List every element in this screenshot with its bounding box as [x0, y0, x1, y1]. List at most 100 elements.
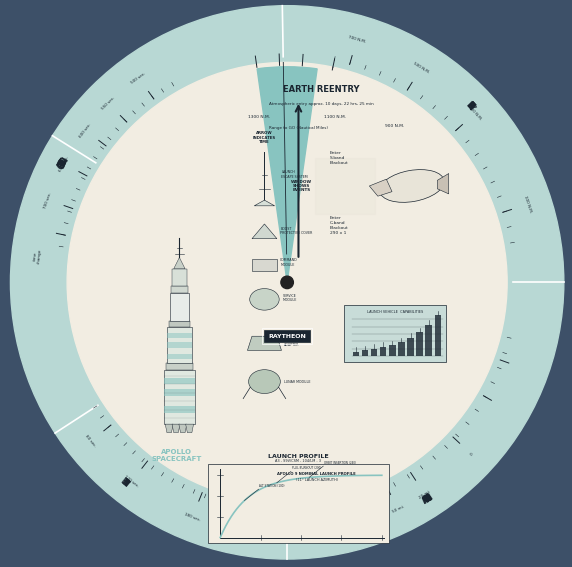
Polygon shape: [165, 424, 173, 433]
Text: ADAPTER: ADAPTER: [284, 342, 299, 347]
Bar: [407, 338, 414, 356]
Text: D: D: [420, 490, 430, 501]
Ellipse shape: [250, 289, 279, 310]
Bar: [169, 321, 190, 327]
Text: Y: Y: [466, 101, 476, 112]
Bar: [164, 406, 195, 413]
Text: 1100 N.M.: 1100 N.M.: [324, 115, 347, 119]
Text: I: I: [58, 160, 67, 167]
Text: ORBIT INSERTION (240): ORBIT INSERTION (240): [324, 461, 356, 465]
Bar: [416, 332, 423, 356]
Text: APOLLO 9 NOMINAL LAUNCH PROFILE: APOLLO 9 NOMINAL LAUNCH PROFILE: [277, 472, 356, 476]
Text: R: R: [465, 101, 476, 112]
Text: B: B: [57, 160, 67, 170]
Text: Atmospheric entry approx. 10 days, 22 hrs, 25 min: Atmospheric entry approx. 10 days, 22 hr…: [269, 101, 374, 106]
Text: T: T: [465, 101, 475, 111]
Text: A: A: [421, 489, 431, 500]
Text: 500 sec.: 500 sec.: [130, 71, 146, 84]
Text: S: S: [421, 490, 431, 501]
Bar: [371, 349, 378, 356]
Text: LAUNCH
ESCAPE SYSTEM: LAUNCH ESCAPE SYSTEM: [281, 171, 308, 179]
Text: N: N: [464, 100, 475, 111]
Text: A: A: [122, 475, 133, 485]
Text: 80 sec.: 80 sec.: [223, 523, 238, 527]
Bar: [171, 286, 188, 293]
Bar: [167, 327, 192, 363]
Bar: [167, 354, 192, 359]
Polygon shape: [438, 174, 448, 194]
Text: 300 N.M.: 300 N.M.: [467, 105, 483, 121]
Circle shape: [10, 6, 564, 559]
Text: Enter
C-band
Blackout
290 x 1: Enter C-band Blackout 290 x 1: [329, 217, 348, 235]
Text: ALT STATION (100): ALT STATION (100): [259, 484, 285, 488]
Ellipse shape: [249, 370, 280, 393]
Text: 120 sec.: 120 sec.: [124, 475, 140, 489]
Text: BOOST
PROTECTIVE COVER: BOOST PROTECTIVE COVER: [280, 227, 312, 235]
Text: I: I: [59, 158, 69, 165]
Polygon shape: [252, 224, 277, 239]
Text: P: P: [422, 489, 432, 500]
Text: E: E: [464, 100, 474, 111]
Polygon shape: [172, 424, 180, 433]
Bar: [362, 350, 368, 356]
Text: FUEL BURNOUT (200): FUEL BURNOUT (200): [292, 466, 321, 470]
Text: EARTH REENTRY: EARTH REENTRY: [283, 85, 359, 94]
Text: A3 - S9V/CSM - 104/LM - 3: A3 - S9V/CSM - 104/LM - 3: [276, 459, 321, 463]
Bar: [170, 293, 189, 321]
Text: R: R: [464, 100, 474, 111]
Text: I: I: [57, 161, 67, 168]
Text: 80 sec.: 80 sec.: [85, 434, 97, 448]
Bar: [264, 330, 311, 342]
Text: SERVICE
MODULE: SERVICE MODULE: [283, 294, 297, 302]
Text: C: C: [122, 474, 132, 485]
Bar: [164, 370, 195, 424]
Polygon shape: [174, 257, 185, 269]
Polygon shape: [254, 200, 275, 206]
Polygon shape: [179, 424, 187, 433]
Text: 500 N.M.: 500 N.M.: [412, 61, 430, 74]
Text: (11° LAUNCH AZIMUTH): (11° LAUNCH AZIMUTH): [296, 477, 337, 482]
Text: 100 N.M.: 100 N.M.: [523, 195, 533, 213]
Text: 0  ground elapsed time: 0 ground elapsed time: [295, 523, 342, 527]
Bar: [389, 345, 396, 356]
Text: 700 N.M.: 700 N.M.: [348, 35, 366, 44]
Text: LAUNCH: LAUNCH: [358, 537, 387, 541]
Bar: [380, 347, 387, 356]
Bar: [166, 363, 193, 370]
Bar: [398, 342, 404, 356]
Bar: [208, 464, 389, 543]
Text: ARROW
INDICATES
TIME: ARROW INDICATES TIME: [253, 131, 276, 145]
Text: 900 N.M.: 900 N.M.: [385, 124, 404, 129]
Text: L: L: [422, 490, 431, 500]
Text: time
change: time change: [32, 248, 42, 264]
Bar: [167, 342, 192, 348]
Text: S: S: [422, 489, 432, 500]
Text: COMMAND
MODULE: COMMAND MODULE: [280, 259, 298, 266]
Text: L: L: [124, 475, 133, 485]
Text: 600 sec.: 600 sec.: [78, 122, 92, 138]
Ellipse shape: [380, 170, 444, 202]
Text: N: N: [57, 158, 68, 168]
Bar: [426, 325, 432, 356]
Polygon shape: [248, 336, 281, 350]
Text: T: T: [57, 160, 67, 168]
Text: S: S: [58, 158, 68, 167]
Text: N: N: [419, 491, 429, 502]
Text: 180 sec.: 180 sec.: [184, 512, 201, 522]
Text: R: R: [57, 160, 67, 170]
Text: N: N: [122, 474, 133, 485]
Text: Range to GO (Nautical Miles): Range to GO (Nautical Miles): [269, 126, 328, 130]
Bar: [172, 269, 187, 286]
Text: Enter
S-band
Blackout: Enter S-band Blackout: [329, 151, 348, 164]
Text: H: H: [420, 490, 431, 501]
Text: T: T: [58, 157, 69, 166]
Wedge shape: [257, 67, 317, 282]
Text: WINDOW
SHOWS
EVENTS: WINDOW SHOWS EVENTS: [291, 180, 312, 192]
Text: 700 sec.: 700 sec.: [43, 191, 53, 209]
Circle shape: [281, 276, 293, 289]
Bar: [353, 352, 359, 356]
Text: N: N: [59, 156, 70, 166]
Circle shape: [67, 62, 507, 502]
Bar: [262, 328, 312, 344]
Text: 0: 0: [470, 452, 474, 457]
